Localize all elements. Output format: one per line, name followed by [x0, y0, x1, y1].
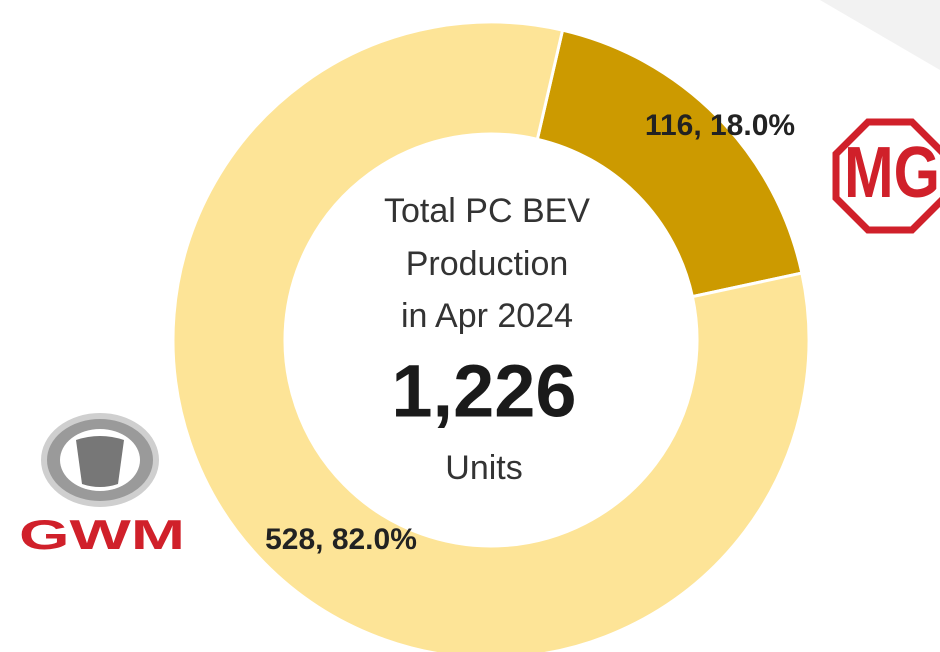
donut-segment — [535, 28, 804, 299]
center-text: Production — [406, 245, 569, 283]
donut-segment — [171, 20, 811, 652]
center-text: in Apr 2024 — [401, 297, 573, 335]
mg-octagon — [832, 118, 940, 234]
data-label: 528, 82.0% — [265, 523, 417, 556]
gwm-logo-text: GWM — [19, 511, 185, 558]
data-label: 116, 18.0% — [645, 109, 795, 142]
center-text: Total PC BEV — [384, 192, 590, 230]
mg-logo: MG — [832, 118, 940, 234]
gwm-logo: GWM — [19, 413, 185, 558]
gwm-emblem-shield — [76, 436, 124, 487]
corner-decoration — [820, 0, 940, 70]
center-value: 1,226 — [391, 350, 576, 433]
donut — [171, 20, 811, 652]
center-unit: Units — [445, 449, 522, 487]
mg-logo-text: MG — [844, 133, 940, 213]
